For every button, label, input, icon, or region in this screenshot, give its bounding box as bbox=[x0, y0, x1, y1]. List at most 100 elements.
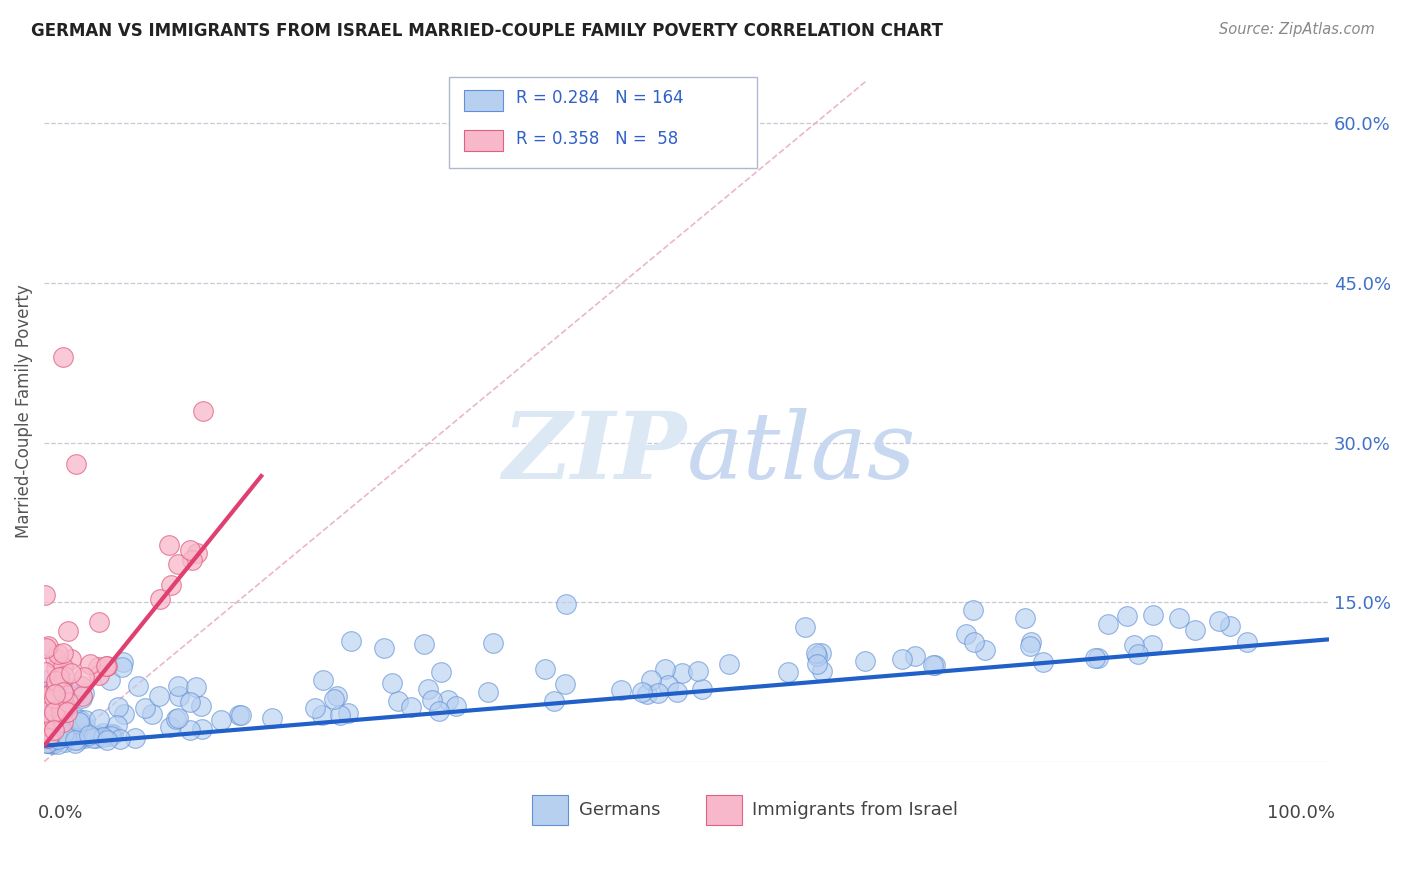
Point bbox=[39, 718, 62, 732]
Point bbox=[323, 691, 346, 706]
Point bbox=[46, 678, 69, 692]
Text: 0.0%: 0.0% bbox=[38, 804, 83, 822]
Point bbox=[148, 689, 170, 703]
Point bbox=[312, 673, 335, 687]
Point bbox=[337, 706, 360, 720]
Point bbox=[420, 693, 443, 707]
Point bbox=[53, 669, 76, 683]
Bar bbox=[533, 796, 568, 825]
Point bbox=[963, 635, 986, 649]
Point bbox=[636, 687, 658, 701]
Point bbox=[778, 665, 800, 679]
Point bbox=[45, 673, 67, 688]
Point bbox=[96, 659, 118, 673]
Point bbox=[55, 731, 77, 745]
Point bbox=[70, 689, 93, 703]
Point bbox=[63, 736, 86, 750]
Point bbox=[56, 706, 79, 720]
Point bbox=[922, 658, 945, 673]
Point bbox=[77, 728, 100, 742]
Point bbox=[853, 654, 876, 668]
Point bbox=[89, 729, 111, 743]
Point bbox=[554, 676, 576, 690]
Point bbox=[39, 715, 62, 730]
Point bbox=[35, 718, 58, 732]
Point bbox=[91, 730, 114, 744]
Point bbox=[52, 646, 75, 660]
FancyBboxPatch shape bbox=[449, 77, 758, 169]
Point bbox=[311, 708, 333, 723]
Point bbox=[52, 684, 75, 698]
Point bbox=[45, 661, 67, 675]
Point bbox=[42, 736, 65, 750]
Point bbox=[387, 694, 409, 708]
Point bbox=[1184, 623, 1206, 637]
Y-axis label: Married-Couple Family Poverty: Married-Couple Family Poverty bbox=[15, 284, 32, 538]
Point bbox=[114, 707, 136, 722]
Point bbox=[37, 711, 59, 725]
Point bbox=[75, 713, 97, 727]
Point bbox=[260, 711, 283, 725]
Point bbox=[73, 686, 96, 700]
Point bbox=[329, 708, 352, 723]
Text: 100.0%: 100.0% bbox=[1267, 804, 1336, 822]
Point bbox=[167, 711, 190, 725]
Point bbox=[688, 665, 710, 679]
Point bbox=[73, 670, 96, 684]
Bar bbox=[706, 796, 742, 825]
Point bbox=[44, 650, 66, 665]
Point bbox=[179, 542, 201, 557]
Text: R = 0.358   N =  58: R = 0.358 N = 58 bbox=[516, 130, 678, 148]
Point bbox=[1140, 638, 1163, 652]
Point bbox=[1087, 651, 1109, 665]
Point bbox=[63, 733, 86, 747]
Point bbox=[37, 639, 59, 653]
Text: GERMAN VS IMMIGRANTS FROM ISRAEL MARRIED-COUPLE FAMILY POVERTY CORRELATION CHART: GERMAN VS IMMIGRANTS FROM ISRAEL MARRIED… bbox=[31, 22, 943, 40]
Point bbox=[692, 682, 714, 697]
Point bbox=[340, 634, 363, 648]
Point bbox=[1014, 610, 1036, 624]
Point bbox=[48, 693, 70, 707]
Point bbox=[52, 714, 75, 729]
Point bbox=[35, 714, 58, 729]
Point bbox=[962, 603, 984, 617]
Point bbox=[159, 720, 181, 734]
Point bbox=[718, 657, 741, 671]
Point bbox=[49, 715, 72, 730]
Point bbox=[640, 673, 662, 687]
Point bbox=[35, 719, 58, 733]
Point bbox=[38, 728, 60, 742]
Point bbox=[794, 620, 817, 634]
Point bbox=[1236, 635, 1258, 649]
Point bbox=[44, 727, 66, 741]
Point bbox=[1126, 648, 1149, 662]
Point bbox=[56, 624, 79, 639]
Point bbox=[58, 681, 80, 696]
Point bbox=[654, 661, 676, 675]
Text: R = 0.284   N = 164: R = 0.284 N = 164 bbox=[516, 89, 683, 107]
Point bbox=[105, 718, 128, 732]
Point bbox=[427, 704, 450, 718]
Point bbox=[48, 690, 70, 705]
Point bbox=[1208, 614, 1230, 628]
Point bbox=[42, 691, 65, 706]
Point bbox=[416, 681, 439, 696]
Point bbox=[671, 665, 693, 680]
Point bbox=[373, 640, 395, 655]
Point bbox=[49, 720, 72, 734]
Point bbox=[179, 723, 201, 737]
Point bbox=[534, 662, 557, 676]
Point bbox=[806, 657, 828, 672]
Point bbox=[543, 693, 565, 707]
Point bbox=[39, 705, 62, 719]
Point bbox=[75, 720, 97, 734]
Point bbox=[37, 731, 59, 745]
Point bbox=[34, 705, 56, 719]
Point bbox=[52, 687, 75, 701]
Point bbox=[401, 700, 423, 714]
Point bbox=[84, 731, 107, 745]
Point bbox=[325, 689, 347, 703]
Point bbox=[1142, 608, 1164, 623]
Point bbox=[91, 725, 114, 739]
Point bbox=[437, 693, 460, 707]
